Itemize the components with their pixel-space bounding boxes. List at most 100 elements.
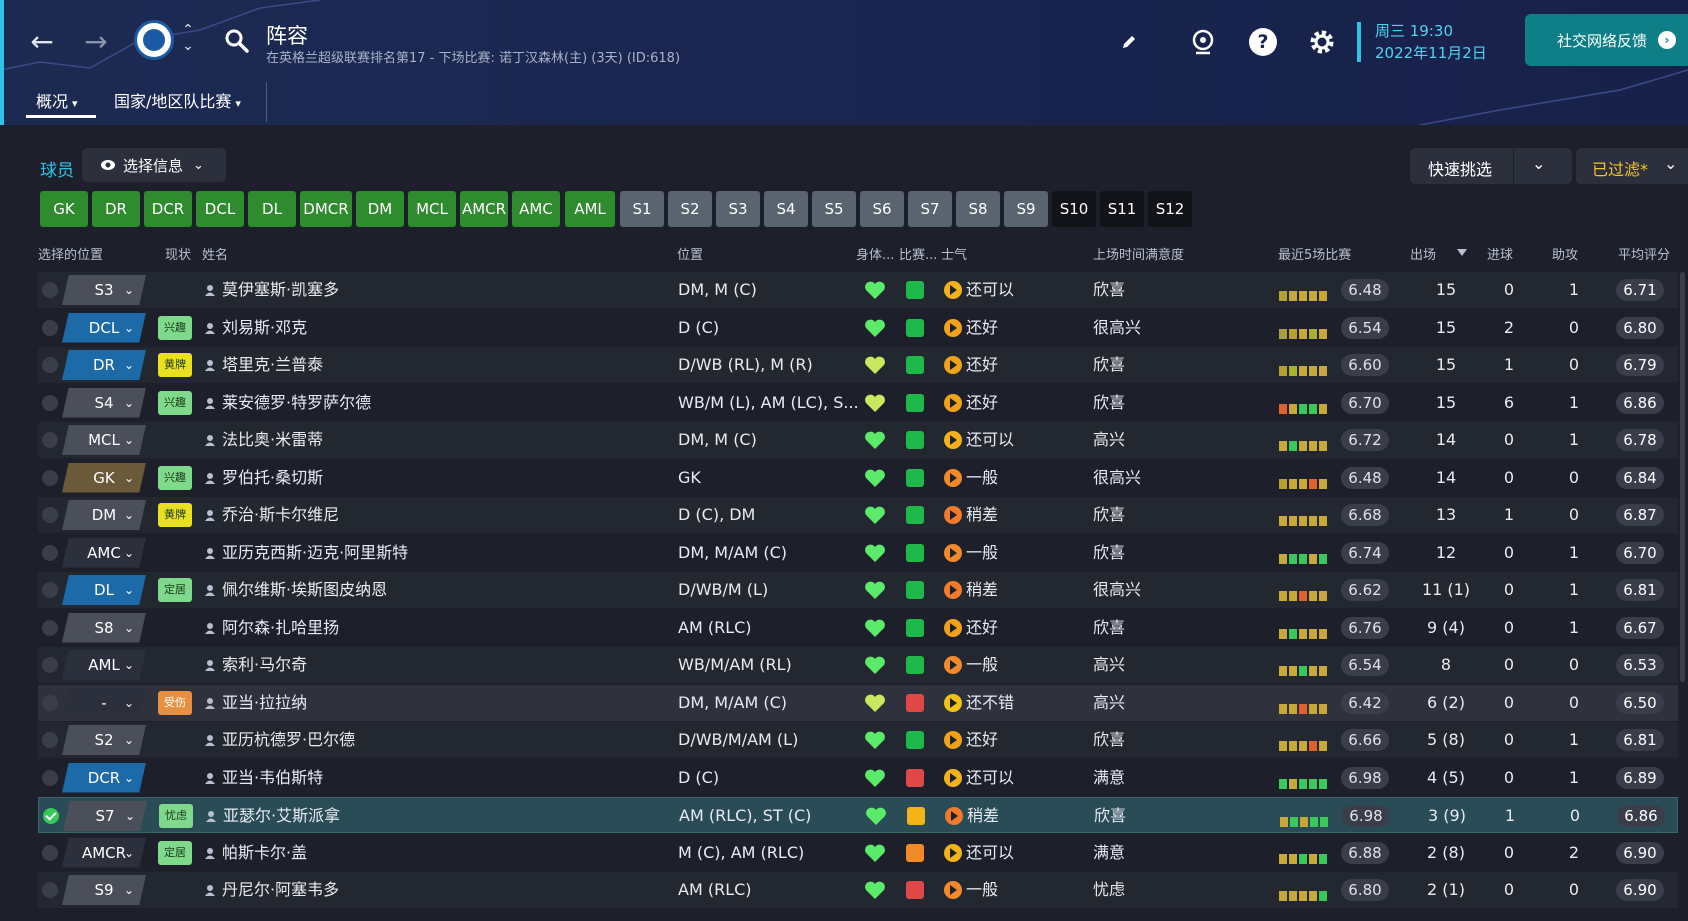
filter-dropdown[interactable]: 已过滤* ⌄ <box>1576 148 1688 184</box>
player-name[interactable]: 佩尔维斯·埃斯图皮纳恩 <box>222 580 388 599</box>
position-filter-s2[interactable]: S2 <box>668 191 712 227</box>
position-select[interactable]: S8 ⌄ <box>62 612 146 643</box>
player-name[interactable]: 丹尼尔·阿塞韦多 <box>222 880 340 899</box>
tab-overview[interactable]: 概况 ▾ <box>36 88 78 112</box>
table-row[interactable]: GK ⌄ 兴趣 罗伯托·桑切斯 GK 一般 很高兴 6.48 14 0 0 6.84 <box>38 459 1678 496</box>
position-select[interactable]: S9 ⌄ <box>62 875 146 905</box>
col-match[interactable]: 比赛... <box>899 248 938 263</box>
position-filter-gk[interactable]: GK <box>40 191 88 227</box>
player-name[interactable]: 亚当·韦伯斯特 <box>222 767 324 787</box>
position-filter-amc[interactable]: AMC <box>512 191 560 227</box>
player-name[interactable]: 亚历杭德罗·巴尔德 <box>222 730 356 749</box>
row-checkbox[interactable] <box>42 582 58 598</box>
settings-button[interactable] <box>1305 25 1339 59</box>
chevron-down-icon[interactable]: ⌄ <box>1532 154 1546 173</box>
position-select[interactable]: AML ⌄ <box>62 650 146 680</box>
position-select[interactable]: AMCR ⌄ <box>62 837 146 868</box>
col-avg-rating[interactable]: 平均评分 <box>1618 248 1671 263</box>
table-row[interactable]: DR ⌄ 黄牌 塔里克·兰普泰 D/WB (RL), M (R) 还好 欣喜 6.60 15 1 0… <box>38 347 1678 383</box>
table-row[interactable]: AMCR ⌄ 定居 帕斯卡尔·盖 M (C), AM (RLC) 还可以 满意 6.88 2 (… <box>38 834 1678 871</box>
tab-national-matches[interactable]: 国家/地区队比赛 ▾ <box>114 88 241 112</box>
status-badge[interactable]: 兴趣 <box>158 315 192 340</box>
row-checkbox[interactable] <box>42 394 58 411</box>
social-feedback-button[interactable]: 社交网络反馈 › <box>1525 14 1688 66</box>
position-select[interactable]: S7 ⌄ <box>63 801 147 831</box>
status-badge[interactable]: 定居 <box>158 840 192 865</box>
row-checkbox[interactable] <box>42 769 58 786</box>
quick-pick-dropdown[interactable]: 快速挑选 ⌄ <box>1410 148 1572 184</box>
player-name[interactable]: 亚当·拉拉纳 <box>222 692 308 712</box>
col-status[interactable]: 现状 <box>165 248 192 263</box>
table-row[interactable]: AML ⌄ 索利·马尔奇 WB/M/AM (RL) 一般 高兴 6.54 8 0 0 6.53 <box>38 647 1678 683</box>
col-goals[interactable]: 进球 <box>1487 248 1514 263</box>
position-filter-s3[interactable]: S3 <box>716 191 760 227</box>
player-name[interactable]: 乔治·斯卡尔维尼 <box>222 505 340 524</box>
col-last-5[interactable]: 最近5场比赛 <box>1278 248 1352 263</box>
table-row[interactable]: DM ⌄ 黄牌 乔治·斯卡尔维尼 D (C), DM 稍差 欣喜 6.68 13 1 0 6.87 <box>38 497 1678 533</box>
table-row[interactable]: MCL ⌄ 法比奥·米雷蒂 DM, M (C) 还可以 高兴 6.72 14 0 1 6.78 <box>38 422 1678 458</box>
position-select[interactable]: DR ⌄ <box>62 350 146 380</box>
position-filter-s5[interactable]: S5 <box>812 191 856 227</box>
position-select[interactable]: DM ⌄ <box>62 500 146 530</box>
col-playtime-satisfaction[interactable]: 上场时间满意度 <box>1093 248 1185 263</box>
player-name[interactable]: 莫伊塞斯·凯塞多 <box>222 280 340 299</box>
player-name[interactable]: 莱安德罗·特罗萨尔德 <box>222 392 372 412</box>
player-name[interactable]: 亚瑟尔·艾斯派拿 <box>223 806 341 825</box>
player-name[interactable]: 刘易斯·邓克 <box>222 317 308 337</box>
position-select[interactable]: AMC ⌄ <box>62 537 146 568</box>
position-select[interactable]: S2 ⌄ <box>62 725 146 755</box>
status-badge[interactable]: 兴趣 <box>158 390 192 415</box>
player-name[interactable]: 阿尔森·扎哈里扬 <box>222 617 340 637</box>
col-morale[interactable]: 士气 <box>941 248 968 263</box>
position-filter-dmcr[interactable]: DMCR <box>300 191 352 227</box>
row-checkbox[interactable] <box>42 694 58 711</box>
search-icon[interactable] <box>224 28 250 54</box>
world-button[interactable] <box>1186 25 1220 59</box>
position-filter-s8[interactable]: S8 <box>956 191 1000 227</box>
select-info-dropdown[interactable]: 选择信息 ⌄ <box>82 148 226 182</box>
position-filter-dm[interactable]: DM <box>356 191 404 227</box>
status-badge[interactable]: 黄牌 <box>158 353 192 377</box>
back-button[interactable]: ← <box>24 24 60 60</box>
row-checkbox[interactable] <box>42 507 58 523</box>
position-filter-dl[interactable]: DL <box>248 191 296 227</box>
position-select[interactable]: MCL ⌄ <box>62 425 146 455</box>
position-filter-s9[interactable]: S9 <box>1004 191 1048 227</box>
position-filter-s4[interactable]: S4 <box>764 191 808 227</box>
table-row[interactable]: S4 ⌄ 兴趣 莱安德罗·特罗萨尔德 WB/M (L), AM (LC), S... 还好… <box>38 384 1678 421</box>
position-filter-s11[interactable]: S11 <box>1100 191 1144 227</box>
forward-button[interactable]: → <box>78 24 114 60</box>
row-checkbox[interactable] <box>42 619 58 636</box>
table-row[interactable]: S9 ⌄ 丹尼尔·阿塞韦多 AM (RLC) 一般 忧虑 6.80 2 (1) 0 0 6.90 <box>38 872 1678 908</box>
sort-desc-icon[interactable] <box>1457 249 1467 256</box>
row-checkbox[interactable] <box>42 282 58 298</box>
row-checkbox[interactable] <box>42 882 58 898</box>
edit-button[interactable] <box>1112 25 1146 59</box>
col-appearances[interactable]: 出场 <box>1410 248 1437 263</box>
help-button[interactable]: ? <box>1246 25 1280 59</box>
position-filter-s7[interactable]: S7 <box>908 191 952 227</box>
table-row[interactable]: DCL ⌄ 兴趣 刘易斯·邓克 D (C) 还好 很高兴 6.54 15 2 0 6.80 <box>38 309 1678 346</box>
player-name[interactable]: 亚历克西斯·迈克·阿里斯特 <box>222 542 409 562</box>
position-select[interactable]: DCL ⌄ <box>62 312 146 343</box>
row-checkbox[interactable] <box>42 357 58 373</box>
table-row[interactable]: AMC ⌄ 亚历克西斯·迈克·阿里斯特 DM, M/AM (C) 一般 欣喜 6.74 12 0… <box>38 534 1678 571</box>
position-select[interactable]: S3 ⌄ <box>62 275 146 305</box>
position-filter-dcr[interactable]: DCR <box>144 191 192 227</box>
player-name[interactable]: 罗伯托·桑切斯 <box>222 467 324 487</box>
status-badge[interactable]: 兴趣 <box>158 465 192 490</box>
position-filter-s10[interactable]: S10 <box>1052 191 1096 227</box>
position-select[interactable]: - ⌄ <box>62 687 146 718</box>
row-checkbox[interactable] <box>42 544 58 561</box>
row-checkbox[interactable] <box>42 319 58 336</box>
player-name[interactable]: 法比奥·米雷蒂 <box>222 430 324 449</box>
status-badge[interactable]: 受伤 <box>158 690 192 715</box>
position-select[interactable]: S4 ⌄ <box>62 387 146 418</box>
table-row[interactable]: S2 ⌄ 亚历杭德罗·巴尔德 D/WB/M/AM (L) 还好 欣喜 6.66 5 (8) 0 1… <box>38 722 1678 758</box>
status-badge[interactable]: 黄牌 <box>158 503 192 527</box>
table-row[interactable]: S7 ⌄ 忧虑 亚瑟尔·艾斯派拿 AM (RLC), ST (C) 稍差 欣喜 6.98 3 (… <box>38 797 1678 833</box>
table-row[interactable]: S3 ⌄ 莫伊塞斯·凯塞多 DM, M (C) 还可以 欣喜 6.48 15 0 1 6.71 <box>38 272 1678 308</box>
col-position[interactable]: 位置 <box>677 248 704 263</box>
position-filter-aml[interactable]: AML <box>565 191 615 227</box>
player-name[interactable]: 索利·马尔奇 <box>222 655 308 674</box>
